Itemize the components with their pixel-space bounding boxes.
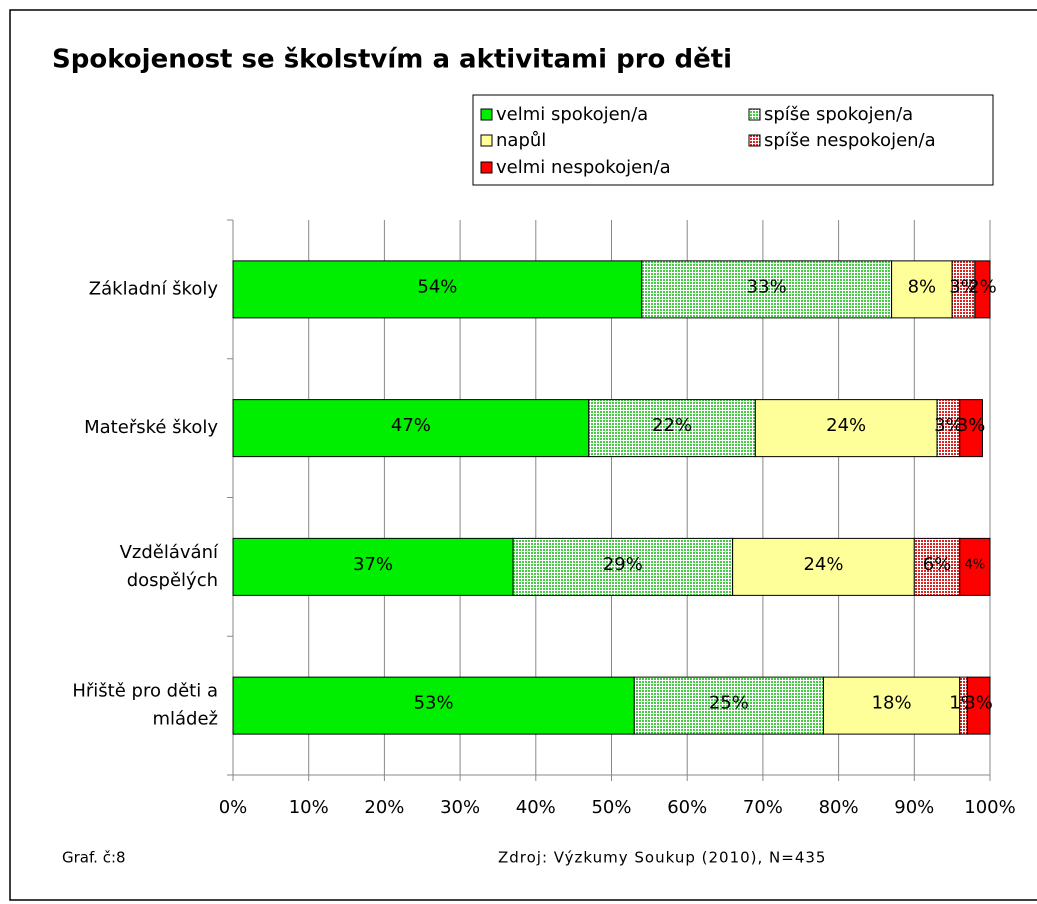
legend-label: velmi spokojen/a <box>496 104 648 125</box>
bar-segment <box>966 676 991 735</box>
x-tick-label: 100% <box>964 797 1015 818</box>
data-label: 2% <box>968 276 997 297</box>
data-label: 3% <box>964 693 993 714</box>
data-label: 18% <box>872 693 912 714</box>
data-label: 22% <box>652 415 692 436</box>
y-tick-label: Mateřské školy <box>84 417 218 438</box>
legend-swatch <box>480 134 493 147</box>
data-label: 53% <box>414 693 454 714</box>
x-tick-label: 0% <box>219 797 248 818</box>
bar-segment <box>232 260 643 319</box>
y-tick-label: Hřiště pro děti a mládež <box>72 681 218 730</box>
data-label: 33% <box>747 276 787 297</box>
bar-segment <box>232 537 514 596</box>
legend-swatch <box>480 161 493 174</box>
chart-title: Spokojenost se školstvím a aktivitami pr… <box>52 45 732 75</box>
data-label: 24% <box>803 554 843 575</box>
legend-swatch <box>748 108 761 121</box>
data-label: 25% <box>709 693 749 714</box>
data-label: 24% <box>826 415 866 436</box>
footnote: Graf. č:8 <box>62 849 126 867</box>
data-label: 6% <box>923 554 952 575</box>
legend-label: spíše nespokojen/a <box>764 130 936 151</box>
bar-segment <box>232 399 590 458</box>
x-tick-label: 10% <box>289 797 329 818</box>
x-tick-label: 90% <box>894 797 934 818</box>
data-label: 4% <box>965 557 986 572</box>
data-label: 8% <box>908 276 937 297</box>
x-tick-label: 40% <box>516 797 556 818</box>
data-label: 47% <box>391 415 431 436</box>
source: Zdroj: Výzkumy Soukup (2010), N=435 <box>498 849 826 867</box>
y-tick-label: Vzdělávání dospělých <box>120 542 219 591</box>
x-tick-label: 20% <box>364 797 404 818</box>
x-tick-label: 50% <box>591 797 631 818</box>
data-label: 29% <box>603 554 643 575</box>
x-tick-label: 70% <box>743 797 783 818</box>
data-label: 3% <box>949 276 978 297</box>
data-label: 54% <box>417 276 457 297</box>
legend <box>472 94 994 186</box>
bar-segment <box>913 537 961 596</box>
bar-segment <box>959 537 991 596</box>
legend-label: spíše spokojen/a <box>764 104 913 125</box>
x-tick-label: 60% <box>667 797 707 818</box>
legend-label: napůl <box>496 130 546 151</box>
bar-segment <box>732 537 915 596</box>
x-tick-label: 80% <box>819 797 859 818</box>
bar-segment <box>232 676 635 735</box>
legend-label: velmi nespokojen/a <box>496 157 671 178</box>
bar-segment <box>641 260 893 319</box>
bar-segment <box>588 399 756 458</box>
bar-segment <box>974 260 991 319</box>
data-label: 3% <box>957 415 986 436</box>
bar-segment <box>959 399 983 458</box>
legend-swatch <box>748 134 761 147</box>
data-label: 3% <box>934 415 963 436</box>
bar-segment <box>512 537 734 596</box>
legend-swatch <box>480 108 493 121</box>
data-label: 37% <box>353 554 393 575</box>
bar-segment <box>633 676 824 735</box>
x-tick-label: 30% <box>440 797 480 818</box>
y-tick-label: Základní školy <box>89 278 219 299</box>
